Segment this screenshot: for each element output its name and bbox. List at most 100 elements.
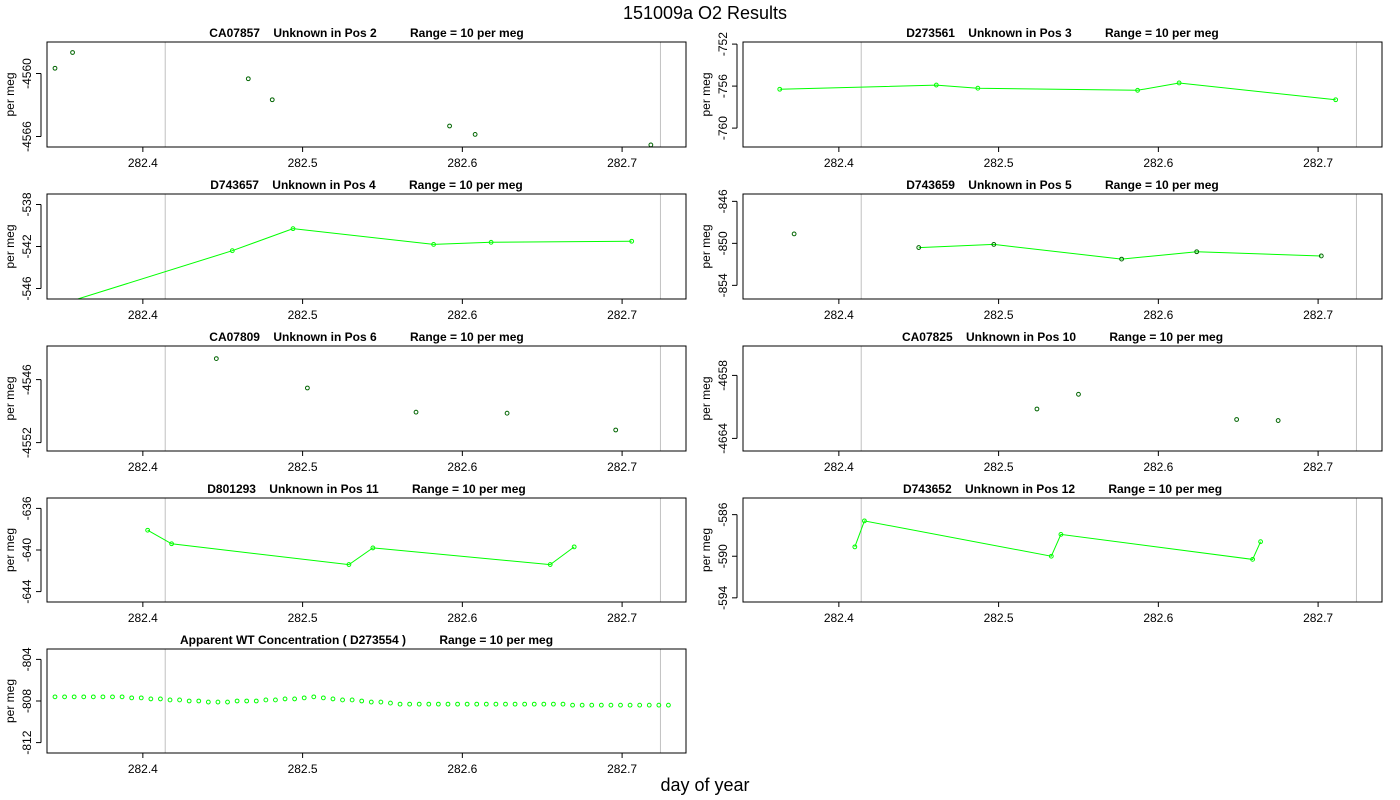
data-point xyxy=(269,97,275,103)
chart-panel: CA07857 Unknown in Pos 2 Range = 10 per … xyxy=(3,26,687,170)
plot-area xyxy=(69,226,635,299)
data-point xyxy=(431,242,436,247)
data-point xyxy=(589,702,595,708)
y-axis-label: per meg xyxy=(3,224,17,268)
y-axis-label: per meg xyxy=(699,528,713,572)
panel-title: CA07857 Unknown in Pos 2 Range = 10 per … xyxy=(209,26,523,40)
panel-frame xyxy=(46,193,687,300)
data-point xyxy=(244,698,250,704)
data-point xyxy=(1194,249,1200,255)
data-point xyxy=(531,701,537,707)
data-point xyxy=(368,699,374,705)
data-point xyxy=(52,694,58,700)
x-tick-label: 282.7 xyxy=(607,611,637,625)
data-point xyxy=(346,562,352,567)
data-point xyxy=(413,409,419,415)
data-point xyxy=(598,702,604,708)
panel-title: D743657 Unknown in Pos 4 Range = 10 per … xyxy=(210,178,522,192)
y-tick-label: -4552 xyxy=(20,427,34,458)
data-point xyxy=(90,694,96,700)
y-tick-label: -586 xyxy=(716,502,730,526)
chart-panel: D801293 Unknown in Pos 11 Range = 10 per… xyxy=(3,482,687,625)
y-tick-label: -546 xyxy=(20,276,34,300)
data-point xyxy=(177,697,182,703)
data-point xyxy=(1250,556,1256,562)
data-point xyxy=(290,226,296,232)
y-tick-label: -4566 xyxy=(20,121,34,152)
y-tick-label: -542 xyxy=(20,234,34,258)
x-tick-label: 282.7 xyxy=(607,308,637,322)
data-point xyxy=(1333,97,1339,103)
x-tick-label: 282.7 xyxy=(1303,611,1333,625)
chart-panel: CA07825 Unknown in Pos 10 Range = 10 per… xyxy=(699,330,1383,474)
data-point xyxy=(70,50,75,55)
data-point xyxy=(245,76,251,82)
data-point xyxy=(349,697,355,703)
plot-area xyxy=(791,231,1324,262)
data-point xyxy=(215,699,221,705)
panel-frame xyxy=(742,41,1383,148)
x-tick-label: 282.4 xyxy=(128,611,158,625)
series-line xyxy=(918,243,1322,260)
y-tick-label: -808 xyxy=(20,689,34,713)
y-tick-label: -4664 xyxy=(716,423,730,454)
chart-panel: D743652 Unknown in Pos 12 Range = 10 per… xyxy=(699,482,1383,625)
x-tick-label: 282.6 xyxy=(1143,460,1173,474)
x-tick-label: 282.7 xyxy=(607,156,637,170)
data-point xyxy=(397,701,403,707)
y-axis-label: per meg xyxy=(3,679,17,723)
data-point xyxy=(378,699,384,705)
x-tick-label: 282.7 xyxy=(607,460,637,474)
data-point xyxy=(1076,391,1081,397)
data-point xyxy=(579,702,585,708)
chart-panel: Apparent WT Concentration ( D273554 ) Ra… xyxy=(3,633,687,776)
y-axis-label: per meg xyxy=(3,528,17,572)
panel-title: CA07809 Unknown in Pos 6 Range = 10 per … xyxy=(209,330,523,344)
panel-frame xyxy=(46,41,687,148)
y-axis-label: per meg xyxy=(699,224,713,268)
x-tick-label: 282.4 xyxy=(128,460,158,474)
x-tick-label: 282.7 xyxy=(1303,460,1333,474)
data-point xyxy=(100,694,106,700)
y-axis-label: per meg xyxy=(699,72,713,116)
x-tick-label: 282.5 xyxy=(288,156,318,170)
panel-title: D743659 Unknown in Pos 5 Range = 10 per … xyxy=(906,178,1218,192)
data-point xyxy=(483,701,489,707)
x-tick-label: 282.5 xyxy=(288,611,318,625)
data-point xyxy=(933,82,939,88)
data-point xyxy=(52,65,58,71)
chart-panel: D743659 Unknown in Pos 5 Range = 10 per … xyxy=(699,178,1383,322)
y-tick-label: -644 xyxy=(20,579,34,603)
panel-frame xyxy=(742,345,1383,452)
data-point xyxy=(110,694,115,700)
x-tick-label: 282.7 xyxy=(607,762,637,776)
data-point xyxy=(301,695,307,701)
data-point xyxy=(1135,87,1140,93)
data-point xyxy=(359,698,365,704)
data-point xyxy=(416,701,422,707)
x-tick-label: 282.4 xyxy=(824,460,854,474)
x-tick-label: 282.4 xyxy=(128,308,158,322)
x-tick-label: 282.6 xyxy=(1143,611,1173,625)
data-point xyxy=(522,701,528,707)
x-tick-label: 282.4 xyxy=(128,156,158,170)
x-tick-label: 282.4 xyxy=(824,611,854,625)
y-tick-label: -854 xyxy=(716,273,730,297)
data-point xyxy=(145,527,151,533)
x-tick-label: 282.6 xyxy=(447,762,477,776)
data-point xyxy=(263,697,269,703)
data-point xyxy=(464,701,470,707)
plot-area xyxy=(145,527,577,567)
x-tick-label: 282.7 xyxy=(1303,308,1333,322)
data-point xyxy=(1258,539,1263,545)
x-tick-label: 282.5 xyxy=(288,308,318,322)
x-axis-label: day of year xyxy=(660,775,749,795)
y-tick-label: -538 xyxy=(20,192,34,216)
data-point xyxy=(608,702,614,708)
data-point xyxy=(196,698,202,704)
plot-area xyxy=(52,694,671,708)
data-point xyxy=(388,700,393,706)
data-point xyxy=(656,702,662,708)
data-point xyxy=(1318,253,1324,259)
data-point xyxy=(340,697,345,703)
